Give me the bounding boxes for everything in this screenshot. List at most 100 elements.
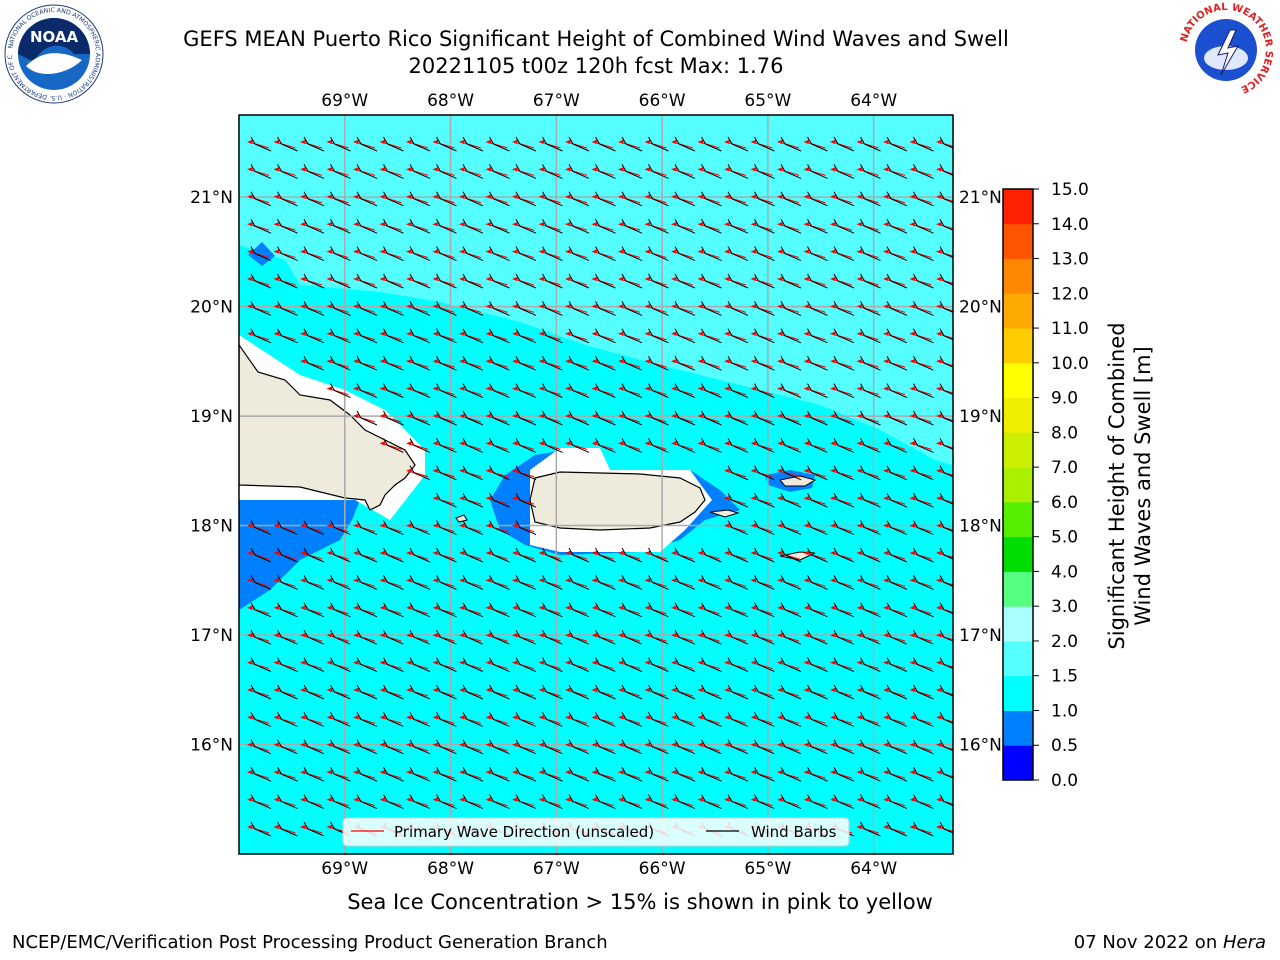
- wave-direction-arrow: [883, 742, 906, 752]
- wave-direction-arrow: [671, 386, 694, 396]
- wind-barb: [542, 602, 563, 618]
- wind-barb: [515, 273, 537, 289]
- wind-barb: [462, 328, 484, 344]
- wind-barb: [648, 273, 669, 289]
- wave-direction-arrow: [856, 139, 879, 149]
- wind-barb: [409, 712, 431, 727]
- wind-barb: [409, 410, 431, 426]
- wave-direction-arrow: [644, 577, 667, 587]
- wave-direction-arrow: [750, 797, 773, 807]
- wind-barb: [383, 766, 404, 782]
- wave-direction-arrow: [379, 413, 402, 423]
- wind-barb: [833, 218, 855, 234]
- wave-direction-arrow: [883, 413, 906, 423]
- wind-barb: [383, 410, 404, 426]
- lat-label-left: 20°N: [190, 298, 233, 318]
- wave-direction-arrow: [909, 714, 932, 724]
- wave-direction-arrow: [538, 331, 561, 341]
- wind-barb: [277, 821, 298, 837]
- colorbar-segment: [1003, 223, 1033, 260]
- wind-barb: [330, 712, 351, 727]
- wave-direction-arrow: [830, 632, 853, 642]
- wave-direction-arrow: [432, 577, 455, 587]
- wave-direction-arrow: [485, 139, 508, 149]
- wind-barb: [860, 191, 881, 207]
- wind-barb: [330, 246, 351, 262]
- wind-barb: [356, 164, 378, 179]
- wind-barb: [780, 164, 802, 179]
- wave-direction-arrow: [326, 660, 349, 670]
- wave-direction-arrow: [565, 440, 588, 450]
- wind-barb: [409, 383, 431, 399]
- colorbar-tick-label: 7.0: [1051, 458, 1078, 478]
- wave-direction-arrow: [750, 687, 773, 697]
- wave-direction-arrow: [459, 742, 482, 752]
- wind-barb: [886, 136, 908, 152]
- wind-barb: [436, 465, 457, 481]
- wind-barb: [886, 273, 908, 289]
- wave-direction-arrow: [485, 249, 508, 259]
- wind-barb: [356, 520, 378, 536]
- wave-direction-arrow: [883, 632, 906, 642]
- wind-barb: [913, 821, 934, 837]
- wind-barb: [913, 575, 934, 590]
- wind-barb: [701, 301, 722, 316]
- wave-direction-arrow: [247, 249, 270, 259]
- wave-direction-arrow: [830, 577, 853, 587]
- wave-direction-arrow: [883, 331, 906, 341]
- wind-barb: [833, 355, 855, 371]
- wind-barb: [356, 766, 378, 782]
- wind-barb: [674, 602, 696, 618]
- wave-direction-arrow: [724, 468, 747, 478]
- wind-barb: [886, 301, 908, 316]
- wind-barb: [886, 575, 908, 590]
- wave-direction-arrow: [247, 714, 270, 724]
- wave-direction-arrow: [538, 577, 561, 587]
- wave-direction-arrow: [936, 769, 953, 778]
- wave-direction-arrow: [300, 249, 323, 259]
- wind-barb: [436, 410, 457, 426]
- wave-direction-arrow: [697, 605, 720, 615]
- wave-direction-arrow: [247, 797, 270, 807]
- wind-barb: [727, 301, 749, 316]
- wind-barb: [383, 191, 404, 207]
- wind-barb: [330, 301, 351, 316]
- wind-barb: [886, 629, 908, 645]
- wave-direction-arrow: [353, 687, 376, 697]
- wind-barb: [886, 520, 908, 536]
- wind-barb: [462, 547, 484, 563]
- wind-barb: [330, 218, 351, 234]
- wave-direction-arrow: [909, 577, 932, 587]
- lon-label-bottom: 64°W: [850, 859, 897, 879]
- wave-direction-arrow: [618, 440, 641, 450]
- wave-direction-arrow: [300, 714, 323, 724]
- wave-direction-arrow: [353, 194, 376, 204]
- wave-direction-arrow: [777, 797, 800, 807]
- wave-direction-arrow: [830, 550, 853, 560]
- wind-barb: [833, 575, 855, 590]
- wave-direction-arrow: [909, 605, 932, 615]
- wind-barb: [674, 164, 696, 179]
- wind-barb: [833, 657, 855, 673]
- wave-direction-arrow: [883, 550, 906, 560]
- wind-barb: [701, 164, 722, 179]
- wave-direction-arrow: [883, 440, 906, 450]
- wind-barb: [701, 712, 722, 727]
- wind-barb: [409, 438, 431, 453]
- colorbar-tick-label: 5.0: [1051, 528, 1078, 548]
- wind-barb: [913, 465, 934, 481]
- wave-direction-arrow: [750, 386, 773, 396]
- wind-barb: [754, 164, 775, 179]
- wind-barb: [356, 410, 378, 426]
- wind-barb: [515, 629, 537, 645]
- wave-direction-arrow: [379, 303, 402, 313]
- wave-direction-arrow: [909, 468, 932, 478]
- wave-direction-arrow: [353, 714, 376, 724]
- wind-barb: [780, 465, 802, 481]
- wind-barb: [356, 218, 378, 234]
- wind-barb: [833, 438, 855, 453]
- wind-barb: [727, 739, 749, 755]
- wind-barb: [621, 684, 643, 700]
- legend-wind-barbs-label: Wind Barbs: [751, 823, 837, 841]
- wave-direction-arrow: [591, 303, 614, 313]
